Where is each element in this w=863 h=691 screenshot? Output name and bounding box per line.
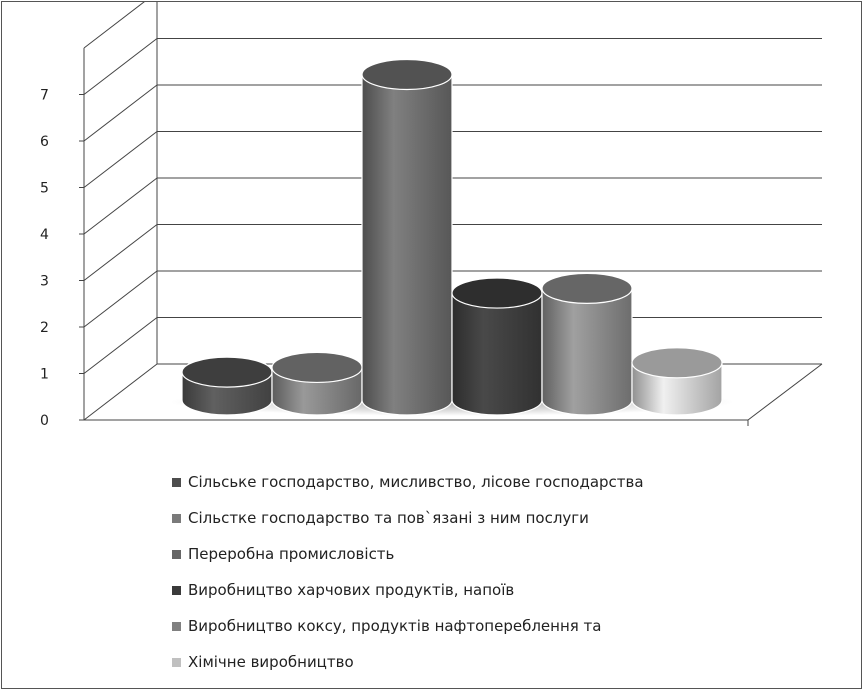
gridline-left-wall <box>83 224 158 281</box>
y-tick-label: 6 <box>40 134 49 150</box>
y-tick-label: 1 <box>40 367 49 383</box>
chart-plot: 0 1 2 3 4 5 6 7 <box>40 2 823 429</box>
legend-label: Переробна промисловість <box>188 545 395 563</box>
legend-label: Виробництво коксу, продуктів нафтоперебл… <box>188 617 602 635</box>
bar-1 <box>181 356 273 416</box>
gridline-left-wall <box>83 131 158 188</box>
bar-top <box>631 347 723 379</box>
legend-label: Сільстке господарство та пов`язані з ним… <box>188 509 589 527</box>
bar-6 <box>631 347 723 416</box>
bar-top <box>451 277 543 309</box>
bar-top <box>541 272 633 304</box>
legend-item: Переробна промисловість <box>172 536 832 572</box>
legend-label: Виробництво харчових продуктів, напоїв <box>188 581 515 599</box>
gridline-left-wall <box>83 2 145 49</box>
y-tick-label: 2 <box>40 320 49 336</box>
legend-item: Сільське господарство, мисливство, лісов… <box>172 464 832 500</box>
bar-body <box>451 292 543 416</box>
bar-top <box>361 58 453 91</box>
legend-swatch <box>172 621 181 631</box>
floor-left-edge <box>83 363 158 421</box>
gridline-left-wall <box>83 38 158 95</box>
gridline-left-wall <box>83 270 158 328</box>
gridline-left-wall <box>83 317 158 374</box>
bar-4 <box>451 277 543 416</box>
legend-swatch <box>172 477 181 487</box>
bar-top <box>181 356 273 388</box>
bar-5 <box>541 272 633 416</box>
legend-swatch <box>172 549 181 559</box>
legend-label: Хімічне виробництво <box>188 653 354 671</box>
y-tick-label: 0 <box>40 413 49 429</box>
chart-legend: Сільське господарство, мисливство, лісов… <box>172 464 832 680</box>
y-tick-label: 3 <box>40 274 49 290</box>
y-tick-label: 7 <box>40 88 49 104</box>
gridline-left-wall <box>83 177 158 235</box>
y-tick-label: 4 <box>40 227 49 243</box>
legend-item: Сільстке господарство та пов`язані з ним… <box>172 500 832 536</box>
bar-2 <box>271 351 363 416</box>
floor-right-edge <box>747 363 823 421</box>
bar-3 <box>361 58 453 416</box>
y-tick-label: 5 <box>40 181 49 197</box>
bar-top <box>271 351 363 384</box>
bar-body <box>361 73 453 416</box>
legend-swatch <box>172 513 181 523</box>
bar-body <box>541 287 633 416</box>
legend-item: Виробництво коксу, продуктів нафтоперебл… <box>172 608 832 644</box>
gridline-left-wall <box>83 84 158 142</box>
legend-swatch <box>172 585 181 595</box>
legend-swatch <box>172 657 181 667</box>
legend-item: Хімічне виробництво <box>172 644 832 680</box>
legend-item: Виробництво харчових продуктів, напоїв <box>172 572 832 608</box>
legend-label: Сільське господарство, мисливство, лісов… <box>188 473 644 491</box>
